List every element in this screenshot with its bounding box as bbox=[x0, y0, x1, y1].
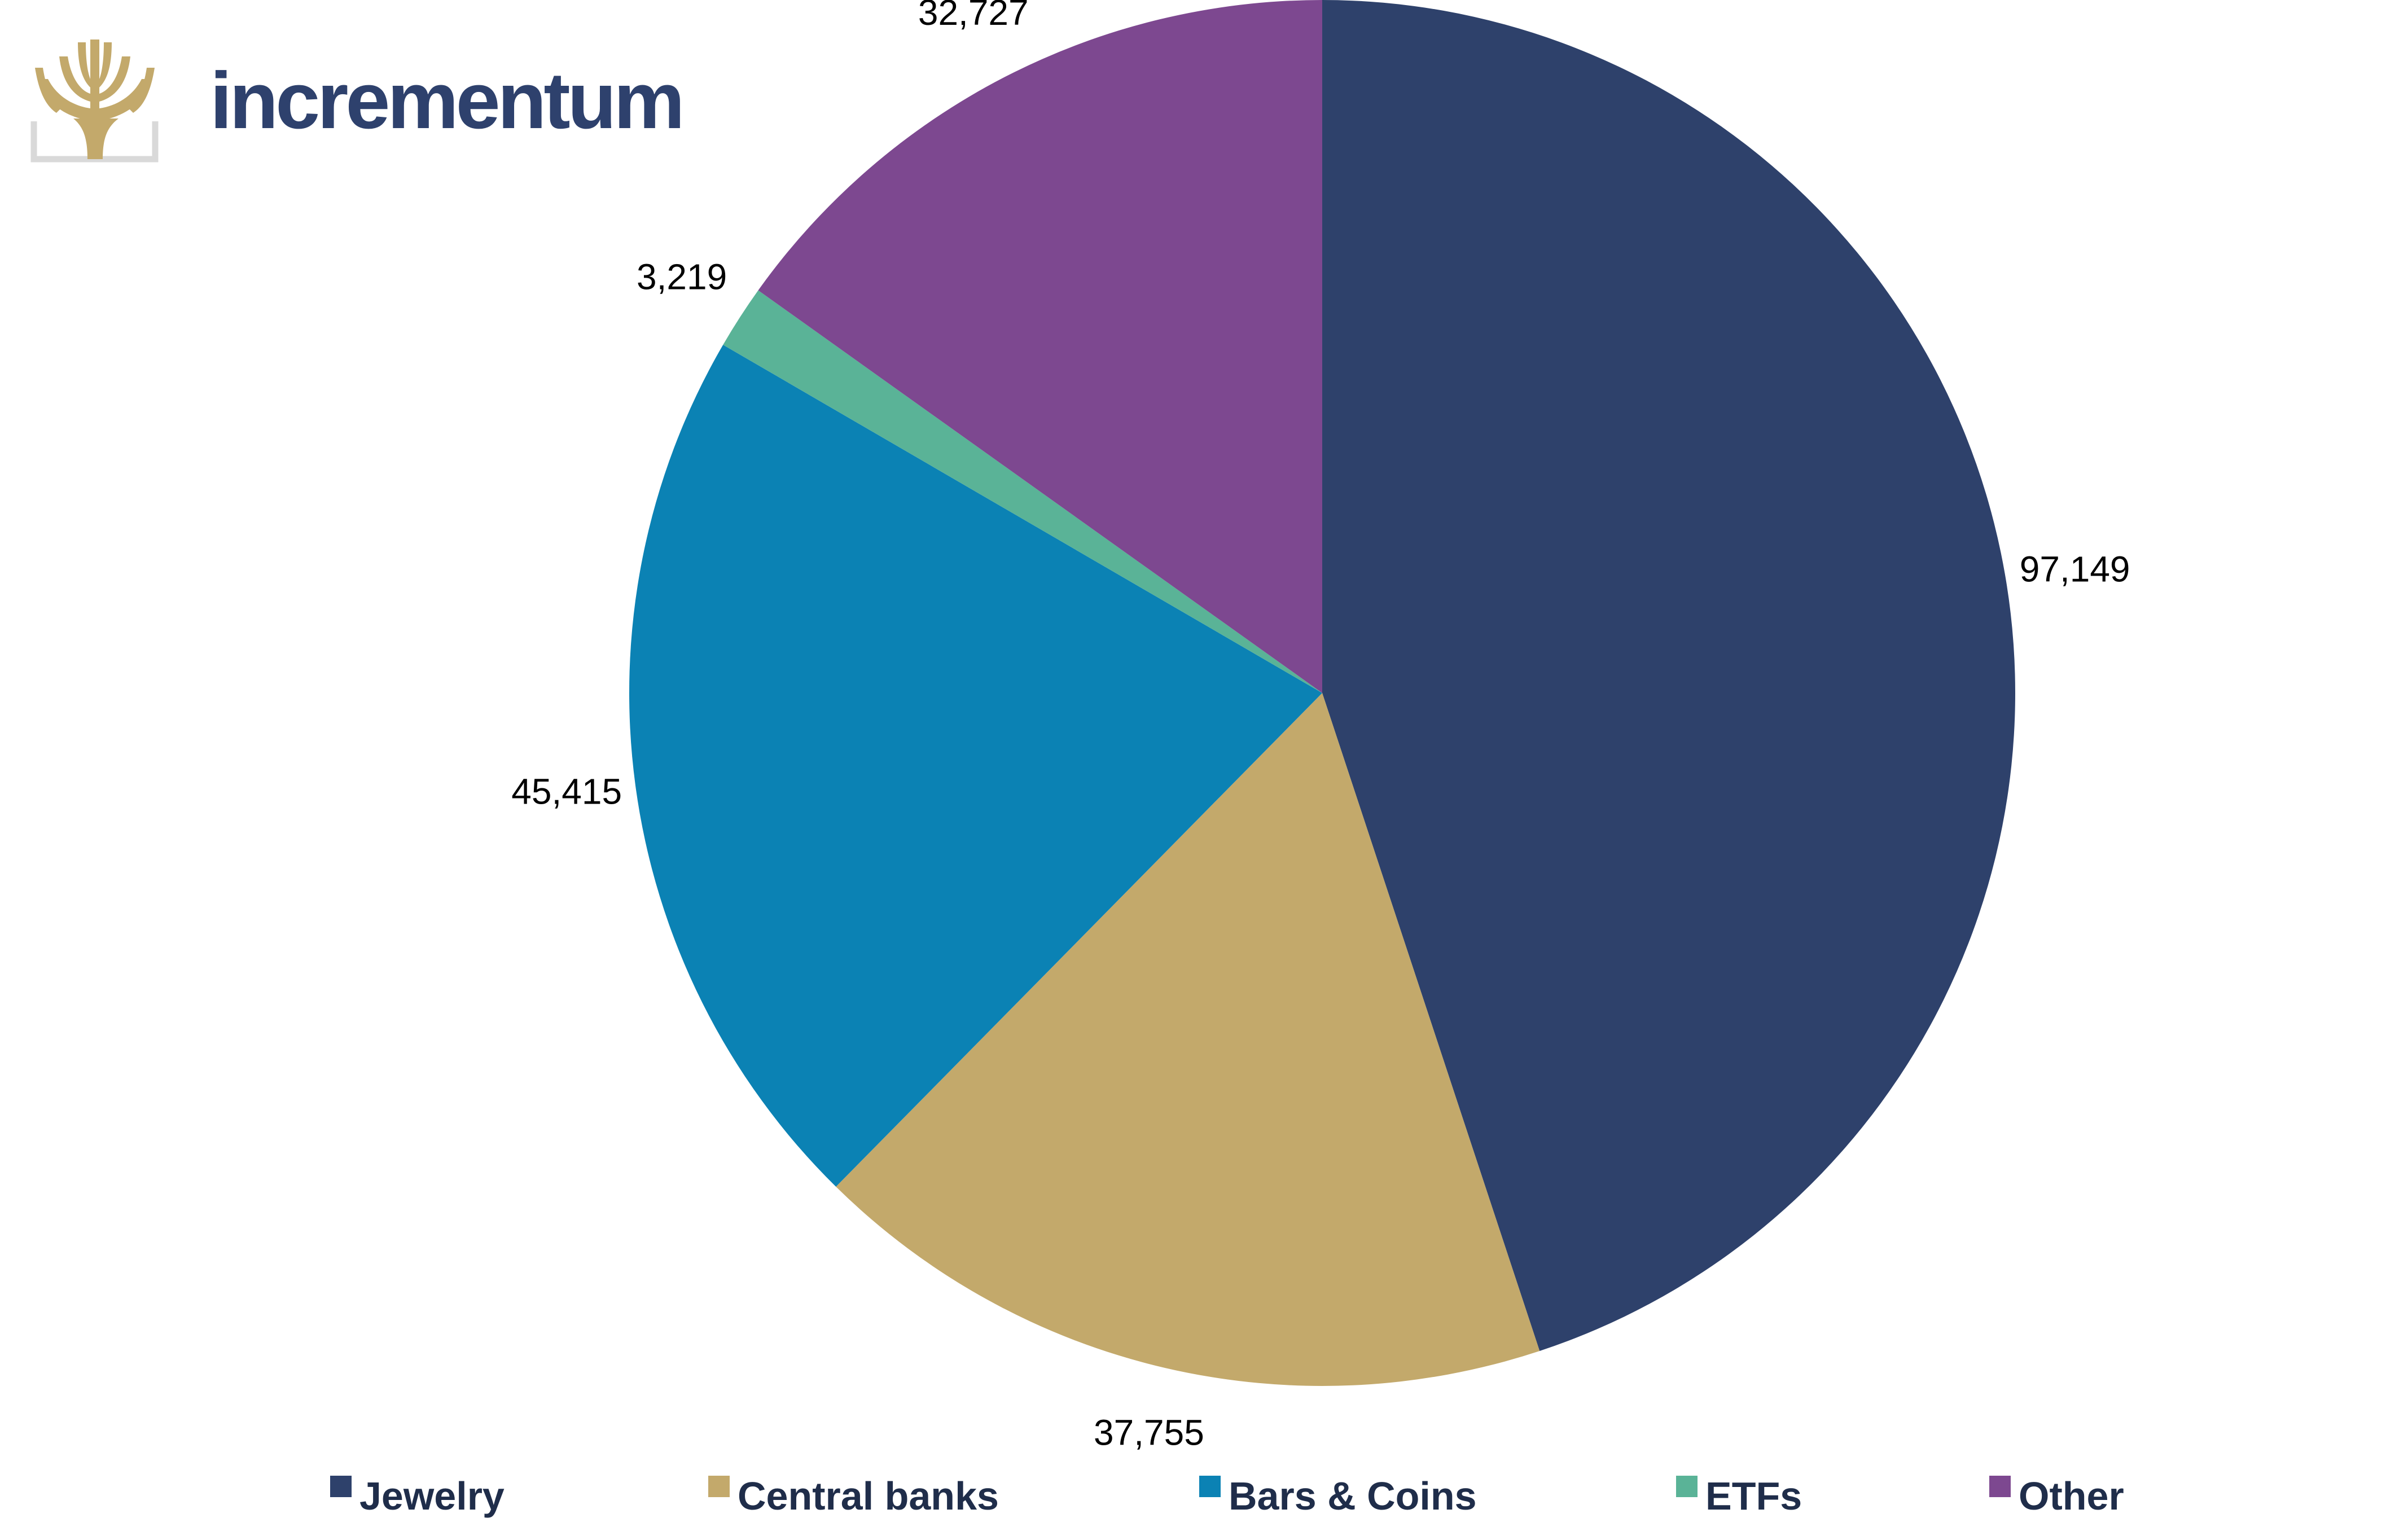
tree-logo-icon bbox=[30, 40, 159, 163]
legend-label-etfs: ETFs bbox=[1705, 1474, 1802, 1518]
data-label-etfs: 3,219 bbox=[637, 256, 727, 297]
legend-item-etfs: ETFs bbox=[1676, 1474, 1802, 1518]
legend-swatch-central-banks bbox=[708, 1476, 730, 1497]
legend-item-other: Other bbox=[1989, 1474, 2124, 1518]
legend-swatch-etfs bbox=[1676, 1476, 1698, 1497]
legend-label-jewelry: Jewelry bbox=[359, 1474, 505, 1518]
legend-swatch-bars-and-coins bbox=[1199, 1476, 1221, 1497]
pie-slice-bars-and-coins bbox=[629, 344, 1322, 1187]
data-label-bars-and-coins: 45,415 bbox=[511, 771, 622, 811]
brand-name: incrementum bbox=[210, 56, 682, 146]
legend-item-central-banks: Central banks bbox=[708, 1474, 999, 1518]
legend-label-other: Other bbox=[2019, 1474, 2124, 1518]
legend-label-central-banks: Central banks bbox=[738, 1474, 999, 1518]
data-label-other: 32,727 bbox=[918, 0, 1029, 33]
pie-slice-jewelry bbox=[1322, 0, 2015, 1352]
legend-swatch-jewelry bbox=[330, 1476, 352, 1497]
legend-label-bars-and-coins: Bars & Coins bbox=[1229, 1474, 1477, 1518]
pie-slice-central-banks bbox=[836, 693, 1540, 1386]
legend-swatch-other bbox=[1989, 1476, 2011, 1497]
data-label-central-banks: 37,755 bbox=[1094, 1412, 1204, 1453]
pie-slice-etfs bbox=[723, 290, 1322, 693]
data-label-jewelry: 97,149 bbox=[2020, 549, 2130, 589]
legend-item-bars-and-coins: Bars & Coins bbox=[1199, 1474, 1477, 1518]
legend-item-jewelry: Jewelry bbox=[330, 1474, 505, 1518]
pie-slice-other bbox=[758, 0, 1322, 693]
